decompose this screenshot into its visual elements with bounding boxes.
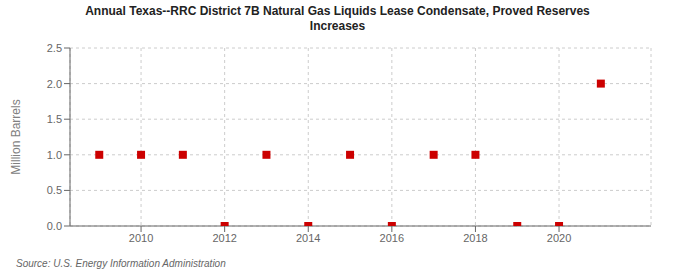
svg-text:2014: 2014 (296, 232, 320, 244)
svg-text:2018: 2018 (463, 232, 487, 244)
svg-text:Million Barrels: Million Barrels (9, 99, 23, 174)
html-text:Increases: Increases (309, 19, 366, 33)
svg-text:2.0: 2.0 (47, 78, 62, 90)
html-text:Source: U.S. Energy Informatio: Source: U.S. Energy Information Administ… (16, 258, 226, 269)
svg-text:2010: 2010 (129, 232, 153, 244)
svg-text:2.5: 2.5 (47, 42, 62, 54)
svg-text:2020: 2020 (547, 232, 571, 244)
svg-text:1.5: 1.5 (47, 113, 62, 125)
svg-text:2016: 2016 (380, 232, 404, 244)
svg-text:1.0: 1.0 (47, 149, 62, 161)
svg-text:0.0: 0.0 (47, 220, 62, 232)
svg-text:0.5: 0.5 (47, 184, 62, 196)
svg-text:2012: 2012 (212, 232, 236, 244)
html-text:Annual Texas--RRC District 7B: Annual Texas--RRC District 7B Natural Ga… (85, 4, 590, 18)
